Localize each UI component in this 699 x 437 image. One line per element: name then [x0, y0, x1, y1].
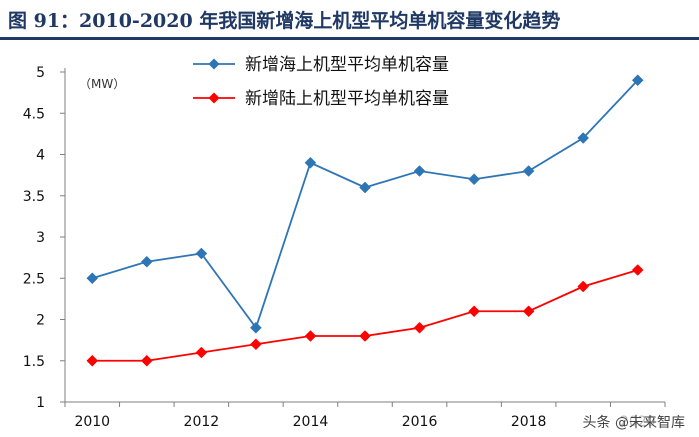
- data-point: [140, 255, 153, 268]
- x-tick-label: 2010: [74, 414, 110, 430]
- y-tick-label: 2.5: [23, 271, 45, 287]
- x-tick-label: 2018: [511, 414, 547, 430]
- series-line: [92, 79, 639, 330]
- series-group: [86, 264, 644, 367]
- chart-axes: 11.522.533.544.5520102012201420162018202…: [23, 65, 666, 430]
- y-tick-label: 1: [36, 395, 45, 411]
- data-point: [86, 354, 99, 367]
- series-line: [92, 269, 638, 362]
- data-point: [577, 280, 590, 293]
- data-point: [195, 346, 208, 359]
- x-tick-label: 2016: [402, 414, 438, 430]
- data-point: [522, 305, 535, 318]
- y-tick-label: 3.5: [23, 189, 45, 205]
- y-tick-label: 2: [36, 313, 45, 329]
- line-chart: 11.522.533.544.5520102012201420162018202…: [23, 55, 666, 430]
- legend-marker: [208, 58, 220, 70]
- data-point: [250, 321, 262, 334]
- data-point: [304, 330, 317, 342]
- legend-label: 新增海上机型平均单机容量: [245, 55, 449, 75]
- legend-entry: 新增海上机型平均单机容量: [193, 55, 449, 75]
- series-group: [86, 74, 644, 334]
- data-point: [140, 354, 153, 367]
- y-tick-label: 1.5: [23, 354, 45, 370]
- figure-title: 图 91：2010-2020 年我国新增海上机型平均单机容量变化趋势: [8, 10, 561, 32]
- y-tick-label: 3: [36, 230, 45, 246]
- data-point: [631, 74, 644, 87]
- data-point: [413, 321, 426, 334]
- data-point: [359, 181, 371, 194]
- data-point: [522, 165, 535, 177]
- data-point: [413, 165, 426, 177]
- data-point: [577, 132, 590, 144]
- data-point: [359, 330, 371, 342]
- data-point: [250, 338, 262, 351]
- x-tick-label: 2012: [184, 414, 220, 430]
- y-unit-label: （MW）: [79, 77, 125, 91]
- watermark: 头条 @未来智库: [578, 411, 689, 433]
- figure-title-bar: 图 91：2010-2020 年我国新增海上机型平均单机容量变化趋势: [0, 0, 699, 38]
- y-tick-label: 5: [36, 65, 45, 81]
- title-divider: [0, 37, 699, 40]
- data-point: [304, 156, 317, 169]
- data-point: [631, 264, 644, 276]
- data-point: [195, 247, 208, 260]
- legend-marker: [208, 92, 220, 104]
- series-layer: [86, 74, 644, 367]
- legend-label: 新增陆上机型平均单机容量: [245, 89, 449, 109]
- x-tick-label: 2014: [293, 414, 329, 430]
- data-point: [468, 173, 480, 186]
- y-tick-label: 4: [36, 148, 45, 164]
- legend-entry: 新增陆上机型平均单机容量: [193, 89, 449, 109]
- data-point: [468, 305, 480, 318]
- data-point: [86, 272, 99, 285]
- y-tick-label: 4.5: [23, 106, 45, 122]
